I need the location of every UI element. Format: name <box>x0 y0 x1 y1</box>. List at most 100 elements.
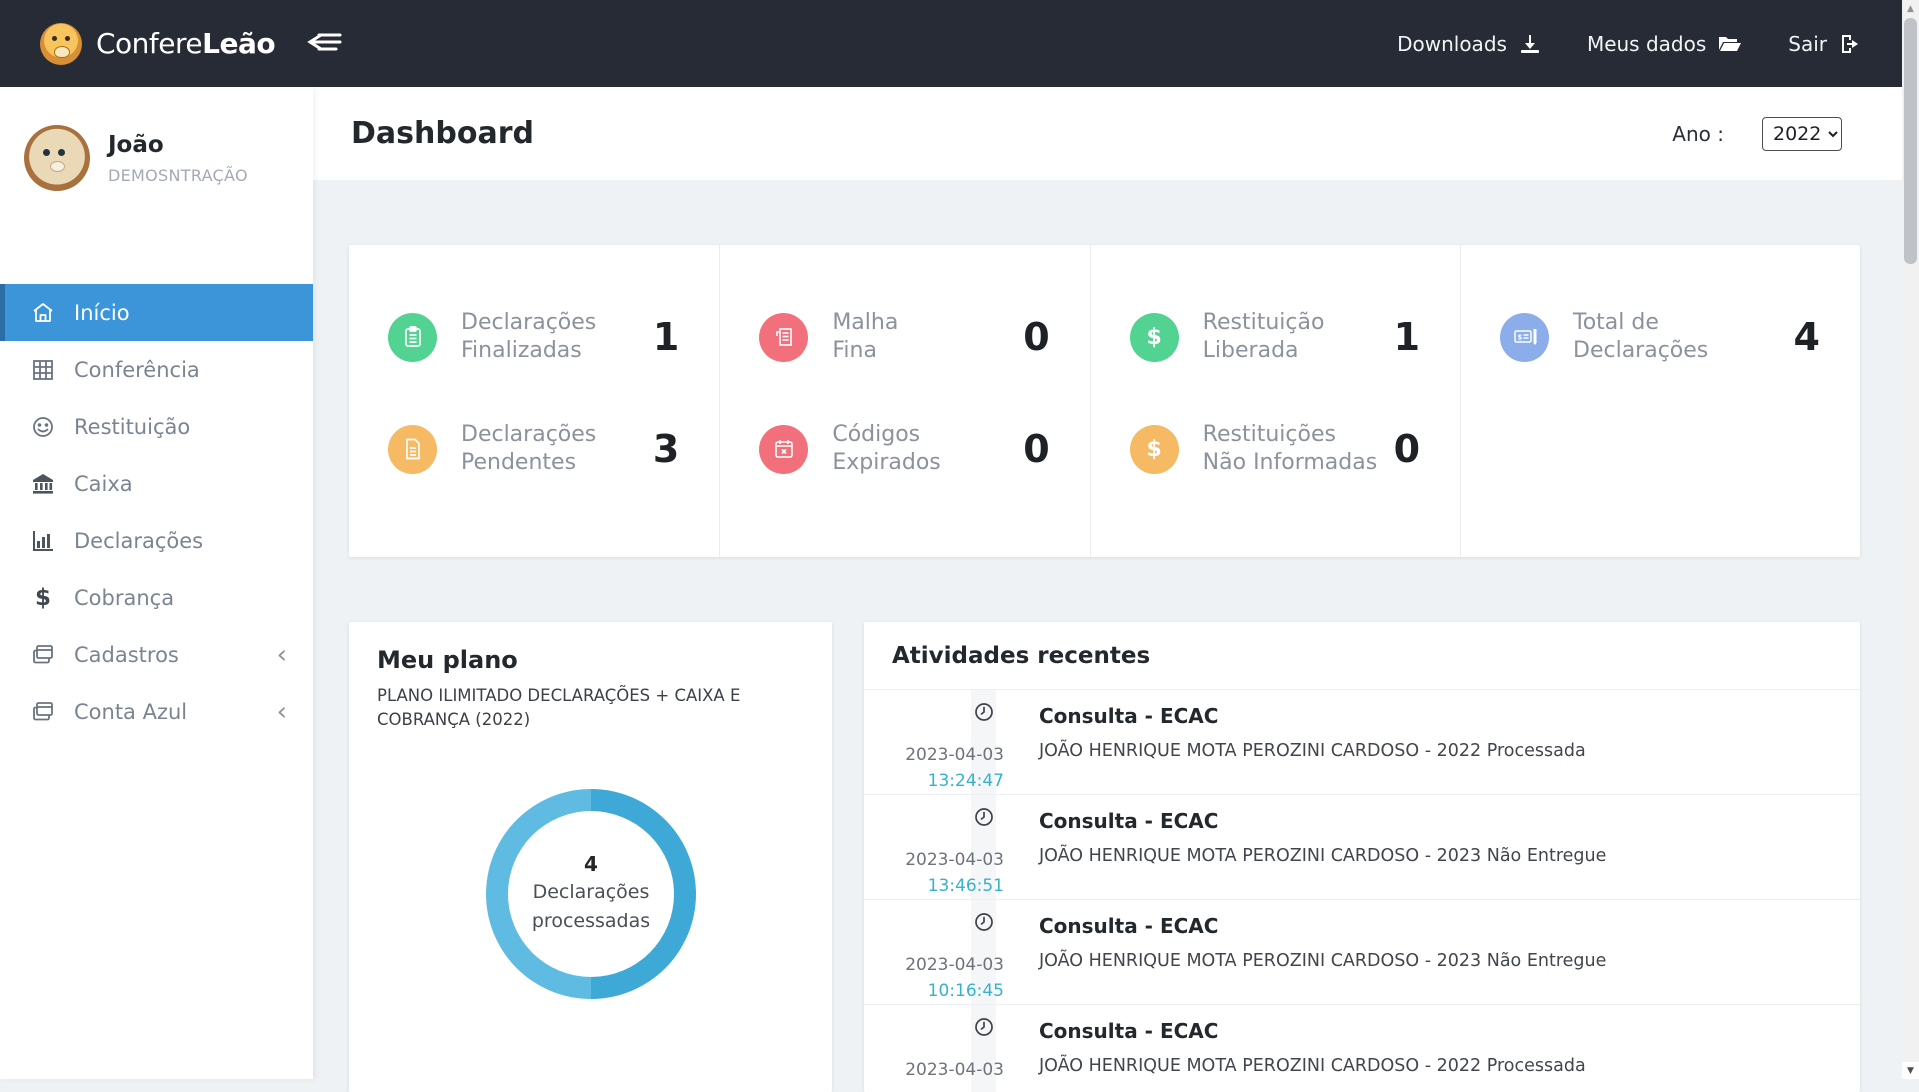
clipboard-icon <box>388 312 437 362</box>
activity-time: 10:16:45 <box>927 981 1004 1001</box>
page-scrollbar[interactable]: ▲ ▼ <box>1902 0 1919 1079</box>
user-profile: João DEMOSNTRAÇÃO <box>0 87 313 191</box>
svg-text:$: $ <box>1517 334 1522 342</box>
stat-value: 1 <box>652 315 680 359</box>
activity-date: 2023-04-03 <box>905 1060 1004 1080</box>
brand-text: ConfereLeão <box>96 27 276 60</box>
user-name: João <box>108 131 164 158</box>
activities-list: 2023-04-03 13:24:47 Consulta - ECAC JOÃO… <box>864 689 1860 1092</box>
windows-icon <box>28 643 58 667</box>
dollar-icon: $ <box>1129 424 1179 474</box>
stat-label: Restituição Liberada <box>1202 310 1325 363</box>
sidebar-item-cobranca[interactable]: $ Cobrança <box>0 569 313 626</box>
stat-restituicao-liberada: $ Restituição Liberada 1 <box>1129 309 1421 365</box>
open-folder-icon <box>1718 34 1742 54</box>
sidebar-item-label: Início <box>74 300 130 325</box>
sidebar-item-restituicao[interactable]: Restituição <box>0 398 313 455</box>
sidebar-item-inicio[interactable]: Início <box>0 284 313 341</box>
grid-icon <box>28 358 58 382</box>
stats-column-1: Declarações Finalizadas 1 Declarações Pend… <box>349 245 719 557</box>
activity-item: 2023-04-03 Consulta - ECAC JOÃO HENRIQUE… <box>864 1004 1860 1092</box>
sidebar-item-caixa[interactable]: Caixa <box>0 455 313 512</box>
stat-value: 0 <box>1023 427 1050 471</box>
stats-column-3: $ Restituição Liberada 1 $ Restituições Nã… <box>1089 245 1460 557</box>
sidebar-item-label: Declarações <box>74 528 204 553</box>
stat-label: Códigos Expirados <box>832 422 941 475</box>
sidebar-item-label: Conta Azul <box>74 699 188 724</box>
activity-text: JOÃO HENRIQUE MOTA PEROZINI CARDOSO - 20… <box>1039 846 1607 866</box>
year-select[interactable]: 2022 <box>1762 116 1842 151</box>
activity-title: Consulta - ECAC <box>1039 704 1219 728</box>
activity-item: 2023-04-03 13:24:47 Consulta - ECAC JOÃO… <box>864 689 1860 794</box>
brand[interactable]: ConfereLeão <box>40 22 276 65</box>
dollar-icon: $ <box>34 584 51 611</box>
activity-date: 2023-04-03 <box>905 955 1004 975</box>
stat-total-declaracoes: $ Total de Declarações 4 <box>1500 309 1820 365</box>
sidebar-item-label: Cobrança <box>74 585 175 610</box>
bank-icon <box>28 472 58 496</box>
sign-out-icon <box>1839 33 1861 55</box>
stats-panel: Declarações Finalizadas 1 Declarações Pend… <box>349 245 1860 557</box>
document-icon <box>388 424 437 474</box>
sidebar: João DEMOSNTRAÇÃO Início Conferência <box>0 87 313 1079</box>
scrollbar-thumb[interactable] <box>1904 18 1917 264</box>
windows-icon <box>28 700 58 724</box>
stat-codigos-expirados: Códigos Expirados 0 <box>759 421 1050 477</box>
stat-label: Declarações Pendentes <box>461 422 597 475</box>
stat-value: 0 <box>1393 427 1421 471</box>
scroll-down-icon[interactable]: ▼ <box>1902 1062 1919 1079</box>
stat-value: 3 <box>652 427 680 471</box>
stat-restituicoes-nao-informadas: $ Restituições Não Informadas 0 <box>1129 421 1421 477</box>
sidebar-item-conta-azul[interactable]: Conta Azul ‹ <box>0 683 313 740</box>
sidebar-item-declaracoes[interactable]: Declarações <box>0 512 313 569</box>
activities-card: Atividades recentes 2023-04-03 13:24:47 … <box>864 622 1860 1092</box>
clock-icon <box>970 702 997 722</box>
year-label: Ano : <box>1672 121 1724 146</box>
activity-time: 13:46:51 <box>927 876 1004 896</box>
meus-dados-link[interactable]: Meus dados <box>1587 32 1742 56</box>
plan-card: Meu plano PLANO ILIMITADO DECLARAÇÕES + … <box>349 622 832 1092</box>
stats-column-4: $ Total de Declarações 4 <box>1460 245 1860 557</box>
calendar-x-icon <box>759 424 809 474</box>
smiley-icon <box>28 415 58 439</box>
stat-declaracoes-finalizadas: Declarações Finalizadas 1 <box>388 309 679 365</box>
activity-title: Consulta - ECAC <box>1039 1019 1219 1043</box>
stat-value: 4 <box>1793 315 1820 359</box>
sidebar-item-conferencia[interactable]: Conferência <box>0 341 313 398</box>
cheque-icon: $ <box>1500 312 1550 362</box>
stat-malha-fina: Malha Fina 0 <box>759 309 1050 365</box>
downloads-link[interactable]: Downloads <box>1397 32 1541 56</box>
activities-title: Atividades recentes <box>892 643 1151 669</box>
stat-value: 0 <box>1023 315 1050 359</box>
stats-column-2: Malha Fina 0 Códigos Expirados 0 <box>719 245 1089 557</box>
activity-text: JOÃO HENRIQUE MOTA PEROZINI CARDOSO - 20… <box>1039 741 1586 761</box>
activity-date: 2023-04-03 <box>905 745 1004 765</box>
user-avatar <box>24 125 90 191</box>
activity-title: Consulta - ECAC <box>1039 809 1219 833</box>
user-role: DEMOSNTRAÇÃO <box>108 165 248 185</box>
clock-icon <box>970 1017 997 1037</box>
donut-value: 4 <box>584 852 598 876</box>
sidebar-toggle-button[interactable] <box>307 29 343 58</box>
sair-link[interactable]: Sair <box>1788 32 1861 56</box>
activity-text: JOÃO HENRIQUE MOTA PEROZINI CARDOSO - 20… <box>1039 1056 1586 1076</box>
navbar-links: Downloads Meus dados Sair <box>1397 32 1861 56</box>
scroll-up-icon[interactable]: ▲ <box>1907 3 1914 14</box>
sidebar-item-label: Caixa <box>74 471 133 496</box>
plan-title: Meu plano <box>377 646 518 674</box>
page-title: Dashboard <box>351 116 534 151</box>
sidebar-item-cadastros[interactable]: Cadastros ‹ <box>0 626 313 683</box>
stat-value: 1 <box>1393 315 1421 359</box>
push-menu-icon <box>307 29 343 58</box>
lion-logo-icon <box>40 22 82 65</box>
home-icon <box>28 301 58 325</box>
content-header: Dashboard Ano : 2022 <box>313 87 1902 180</box>
activity-item: 2023-04-03 13:46:51 Consulta - ECAC JOÃO… <box>864 794 1860 899</box>
download-icon <box>1519 33 1541 55</box>
activity-item: 2023-04-03 10:16:45 Consulta - ECAC JOÃO… <box>864 899 1860 1004</box>
sidebar-item-label: Restituição <box>74 414 191 439</box>
sidebar-item-label: Cadastros <box>74 642 179 667</box>
receipt-icon <box>759 312 809 362</box>
donut-label: Declarações processadas <box>531 881 651 932</box>
stat-declaracoes-pendentes: Declarações Pendentes 3 <box>388 421 679 477</box>
